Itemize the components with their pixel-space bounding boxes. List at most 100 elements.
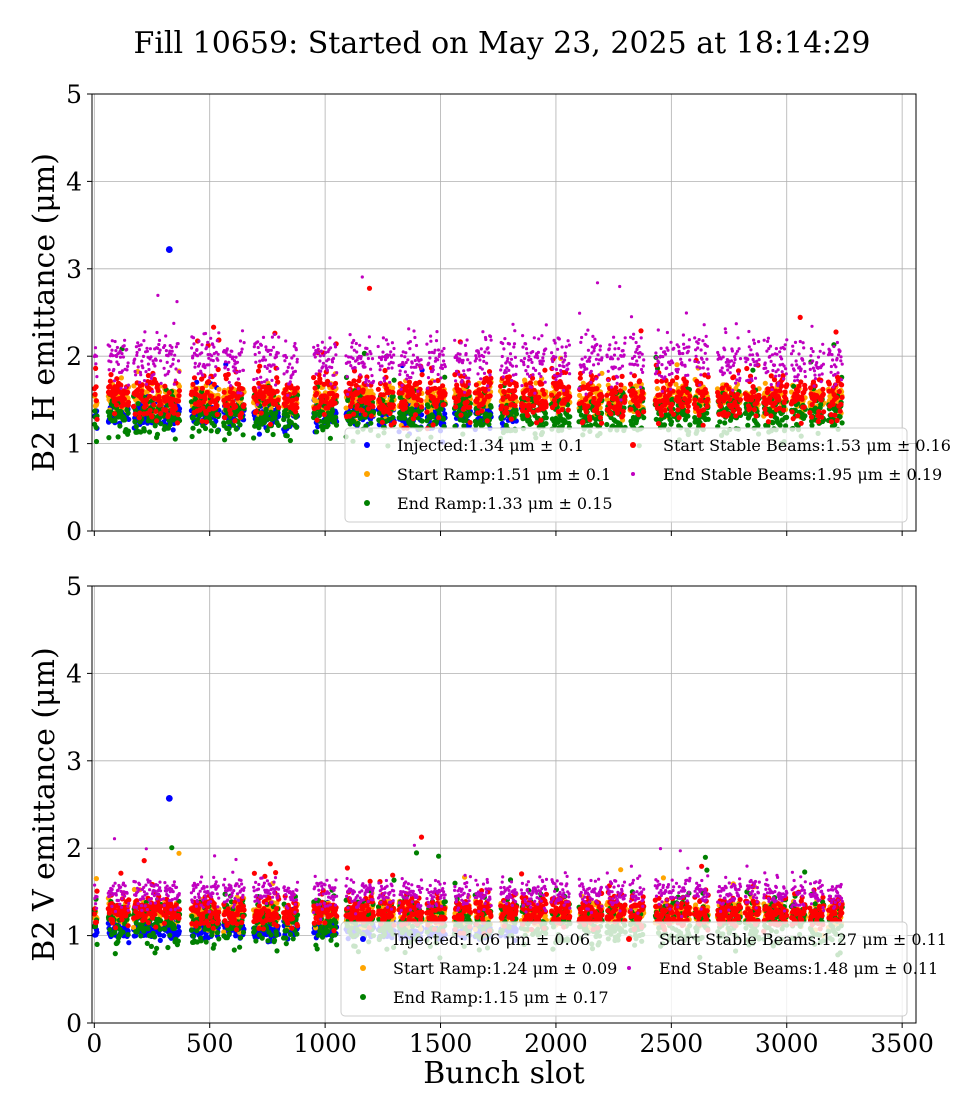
data-point xyxy=(125,399,132,405)
data-point xyxy=(157,342,161,347)
data-point xyxy=(668,419,675,425)
data-point xyxy=(191,375,198,381)
data-point xyxy=(604,392,610,398)
data-point xyxy=(682,342,686,346)
data-point xyxy=(696,346,700,350)
data-point xyxy=(110,339,114,343)
data-point xyxy=(771,377,778,383)
data-point xyxy=(683,379,690,385)
data-point xyxy=(414,365,418,369)
data-point xyxy=(802,386,808,392)
data-point xyxy=(735,378,739,382)
data-point xyxy=(669,340,673,344)
data-point xyxy=(478,393,485,399)
data-point xyxy=(190,414,196,420)
data-point xyxy=(452,404,459,410)
data-point xyxy=(294,348,298,352)
data-point xyxy=(442,346,446,351)
data-point xyxy=(717,419,723,425)
data-point xyxy=(606,369,610,373)
data-point xyxy=(385,355,390,359)
data-point xyxy=(436,358,440,362)
data-point xyxy=(142,379,147,383)
data-point xyxy=(228,411,234,417)
data-point xyxy=(360,275,364,279)
data-point xyxy=(92,408,98,414)
data-point xyxy=(402,415,408,421)
data-point xyxy=(599,393,605,399)
data-point xyxy=(190,425,196,431)
data-point xyxy=(734,352,738,356)
data-point xyxy=(224,351,228,355)
data-point xyxy=(239,386,245,392)
data-point xyxy=(566,420,572,426)
data-point xyxy=(322,373,326,378)
data-point xyxy=(540,334,544,338)
data-point xyxy=(732,361,736,365)
data-point xyxy=(258,359,262,363)
data-point xyxy=(558,363,562,368)
data-point xyxy=(675,370,680,374)
data-point xyxy=(312,412,318,418)
data-point xyxy=(622,394,628,400)
data-point xyxy=(657,392,663,398)
data-point xyxy=(681,333,686,337)
data-point xyxy=(317,379,323,385)
data-point xyxy=(765,349,769,353)
data-point xyxy=(530,403,537,409)
data-point xyxy=(529,357,533,362)
data-point xyxy=(93,424,99,430)
data-point xyxy=(211,359,215,363)
data-point xyxy=(157,338,162,342)
data-point xyxy=(234,355,238,359)
data-point xyxy=(566,367,570,371)
data-point xyxy=(536,350,541,354)
data-point xyxy=(540,362,544,366)
data-point xyxy=(762,380,768,386)
data-point xyxy=(461,358,465,362)
data-point xyxy=(118,408,124,415)
data-point xyxy=(751,389,757,395)
data-point xyxy=(136,415,142,421)
data-point xyxy=(259,343,263,347)
data-point xyxy=(795,413,801,419)
data-point xyxy=(347,413,353,419)
data-point xyxy=(629,315,634,319)
data-point xyxy=(284,339,288,343)
data-point xyxy=(210,354,214,358)
data-point xyxy=(584,332,588,336)
data-point xyxy=(353,366,357,370)
data-point xyxy=(536,394,542,400)
data-point xyxy=(611,357,615,361)
data-point xyxy=(255,377,259,381)
data-point xyxy=(685,403,691,409)
data-point xyxy=(141,366,145,370)
data-point xyxy=(203,331,208,336)
data-point xyxy=(110,348,114,352)
data-point xyxy=(533,391,537,395)
data-point xyxy=(795,388,801,394)
data-point xyxy=(208,376,212,380)
data-point xyxy=(543,415,549,421)
data-point xyxy=(748,353,752,357)
data-point xyxy=(261,358,265,362)
data-point xyxy=(379,357,383,362)
data-point xyxy=(796,383,802,389)
data-point xyxy=(223,365,227,369)
data-point xyxy=(751,353,755,357)
data-point xyxy=(725,411,731,417)
data-point xyxy=(390,414,396,421)
data-point xyxy=(667,391,673,397)
data-point xyxy=(392,353,396,357)
data-point xyxy=(147,407,153,413)
data-point xyxy=(240,432,246,438)
data-point xyxy=(487,380,493,386)
data-point xyxy=(728,371,732,375)
data-point xyxy=(507,342,511,346)
data-point xyxy=(615,381,619,385)
data-point xyxy=(587,391,594,397)
data-point xyxy=(172,321,176,325)
data-point xyxy=(316,343,320,348)
data-point xyxy=(149,414,155,420)
data-point xyxy=(554,367,559,372)
